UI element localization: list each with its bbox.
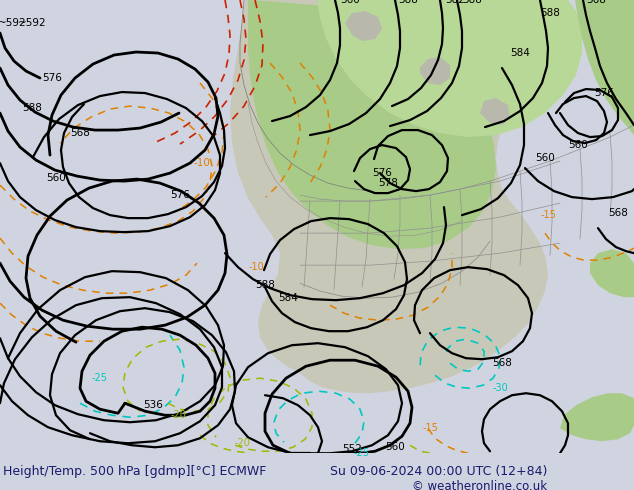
Polygon shape xyxy=(575,0,634,135)
Text: 536: 536 xyxy=(143,400,163,410)
Text: -15: -15 xyxy=(422,423,438,433)
Text: © weatheronline.co.uk: © weatheronline.co.uk xyxy=(412,480,547,490)
Text: 560: 560 xyxy=(340,0,360,5)
Text: 552: 552 xyxy=(342,444,362,454)
Text: 560: 560 xyxy=(385,442,405,452)
Text: 576: 576 xyxy=(170,190,190,200)
Text: 576: 576 xyxy=(594,88,614,98)
Text: -10: -10 xyxy=(248,262,264,272)
Text: ~592: ~592 xyxy=(0,18,27,28)
Polygon shape xyxy=(317,0,582,137)
Text: -10: -10 xyxy=(193,158,210,168)
Text: 568: 568 xyxy=(70,128,90,138)
Text: 576: 576 xyxy=(42,73,62,83)
Text: 582: 582 xyxy=(445,0,465,5)
Text: -20: -20 xyxy=(170,410,186,420)
Text: 588: 588 xyxy=(255,280,275,290)
Text: 588: 588 xyxy=(22,103,42,113)
Text: Su 09-06-2024 00:00 UTC (12+84): Su 09-06-2024 00:00 UTC (12+84) xyxy=(330,465,547,478)
Polygon shape xyxy=(560,393,634,441)
Text: ~592: ~592 xyxy=(18,18,46,28)
Text: -15: -15 xyxy=(540,210,556,220)
Text: 568: 568 xyxy=(492,358,512,368)
Text: 568: 568 xyxy=(608,208,628,218)
Text: 560: 560 xyxy=(46,173,66,183)
Text: 588: 588 xyxy=(462,0,482,5)
Text: 560: 560 xyxy=(535,153,555,163)
Polygon shape xyxy=(420,57,450,85)
Text: 584: 584 xyxy=(510,48,530,58)
Text: Height/Temp. 500 hPa [gdmp][°C] ECMWF: Height/Temp. 500 hPa [gdmp][°C] ECMWF xyxy=(3,465,266,478)
Text: -30: -30 xyxy=(492,383,508,393)
Polygon shape xyxy=(248,0,496,249)
Polygon shape xyxy=(230,0,548,393)
Text: -25: -25 xyxy=(92,373,108,383)
Text: -20: -20 xyxy=(234,438,250,448)
Text: -25: -25 xyxy=(354,448,370,458)
Polygon shape xyxy=(590,249,634,297)
Text: 588: 588 xyxy=(540,8,560,18)
Text: 560: 560 xyxy=(568,140,588,150)
Polygon shape xyxy=(345,11,382,41)
Polygon shape xyxy=(480,98,510,125)
Text: 568: 568 xyxy=(586,0,606,5)
Text: 576: 576 xyxy=(372,168,392,178)
Text: 578: 578 xyxy=(378,178,398,188)
Text: 588: 588 xyxy=(398,0,418,5)
Text: 584: 584 xyxy=(278,293,298,303)
